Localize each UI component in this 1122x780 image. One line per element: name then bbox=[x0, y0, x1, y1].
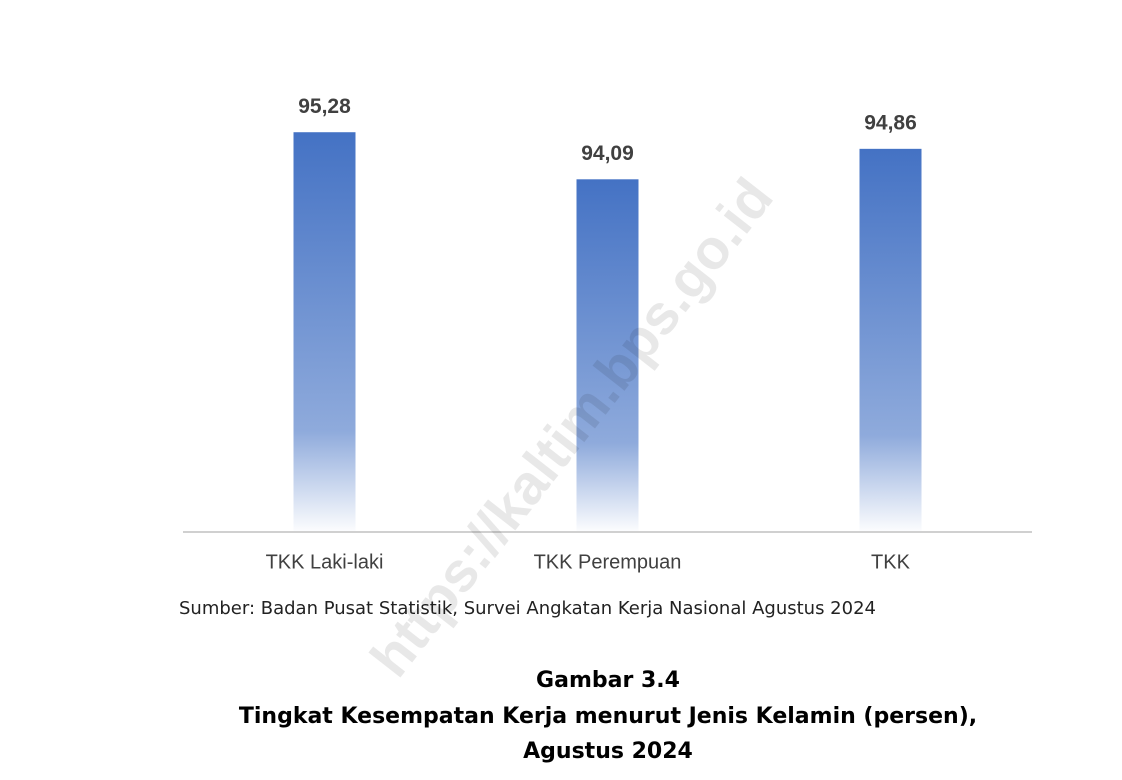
value-label: 94,86 bbox=[864, 111, 917, 134]
x-tick-label: TKK Perempuan bbox=[534, 551, 682, 573]
caption-label: Gambar 3.4 bbox=[536, 668, 680, 693]
x-tick-label: TKK Laki-laki bbox=[266, 551, 384, 573]
x-tick-label: TKK bbox=[871, 551, 911, 573]
bar bbox=[859, 148, 922, 531]
value-label: 95,28 bbox=[298, 95, 351, 118]
caption-period: Agustus 2024 bbox=[523, 739, 693, 764]
source: Sumber: Badan Pusat Statistik, Survei An… bbox=[179, 598, 876, 619]
bar bbox=[293, 132, 356, 531]
caption-title: Tingkat Kesempatan Kerja menurut Jenis K… bbox=[239, 704, 977, 729]
bar bbox=[576, 179, 639, 531]
value-label: 94,09 bbox=[581, 142, 634, 165]
